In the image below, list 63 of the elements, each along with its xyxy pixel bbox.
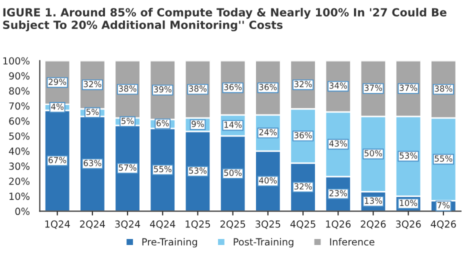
data-label: 24% (259, 129, 277, 136)
data-label: 57% (118, 164, 136, 171)
data-label: 39% (154, 86, 172, 92)
data-label: 55% (434, 155, 452, 162)
y-tick-label: 50% (9, 132, 30, 140)
data-label: 38% (189, 85, 207, 92)
data-label: 37% (364, 84, 382, 91)
y-tick-label: 40% (8, 147, 30, 155)
data-label: 36% (224, 84, 242, 90)
data-label: 7% (438, 202, 450, 208)
x-tick-label: 3Q26 (396, 220, 421, 229)
data-label: 43% (329, 140, 347, 147)
x-tick-label: 4Q25 (290, 220, 316, 229)
x-tick-label: 2Q24 (80, 220, 105, 229)
data-label: 9% (192, 120, 204, 128)
data-label: 37% (400, 84, 418, 91)
data-label: 32% (84, 80, 102, 88)
x-tick-label: 3Q25 (256, 220, 280, 229)
data-label: 53% (400, 152, 418, 159)
data-label: 50% (224, 170, 242, 176)
y-tick-label: 90% (9, 72, 30, 80)
x-tick-label: 2Q26 (360, 220, 386, 229)
x-tick-label: 1Q26 (326, 220, 351, 229)
data-label: 14% (224, 122, 242, 128)
x-tick-label: 3Q24 (115, 220, 140, 229)
y-tick-label: 80% (9, 87, 30, 95)
data-label: 36% (294, 132, 312, 138)
x-tick-label: 1Q25 (186, 220, 210, 229)
y-tick-label: 70% (9, 102, 30, 110)
data-label: 53% (189, 167, 207, 174)
data-label: 32% (294, 183, 312, 190)
data-label: 23% (329, 190, 347, 196)
x-tick-label: 4Q26 (430, 220, 456, 229)
data-label: 38% (434, 85, 452, 92)
data-label: 36% (259, 84, 277, 90)
y-tick-label: 0% (15, 208, 30, 216)
y-tick-label: 20% (9, 178, 30, 185)
y-tick-label: 60% (9, 117, 30, 125)
legend-label: Post-Training (234, 238, 294, 248)
legend-label: Pre-Training (142, 238, 197, 248)
data-label: 32% (294, 80, 312, 88)
x-tick-label: 1Q24 (45, 220, 70, 229)
data-label: 55% (154, 166, 172, 172)
data-label: 13% (364, 198, 382, 204)
y-tick-label: 30% (9, 162, 30, 170)
y-tick-label: 100% (3, 57, 30, 65)
data-label: 50% (364, 150, 382, 156)
data-label: 5% (122, 118, 134, 124)
x-tick-label: 2Q25 (220, 220, 246, 229)
data-label: 29% (48, 78, 66, 85)
data-label: 34% (330, 82, 347, 89)
x-tick-label: 4Q24 (150, 220, 176, 229)
data-label: 5% (86, 108, 99, 116)
data-label: 63% (84, 160, 102, 166)
data-label: 10% (400, 200, 418, 206)
data-label: 6% (156, 120, 169, 126)
data-label: 38% (118, 85, 136, 92)
legend-label: Inference (330, 238, 374, 246)
data-label: 40% (259, 177, 277, 184)
chart-title: IGURE 1. Around 85% of Compute Today & Nearly 100% In '27 Could Be Subject To 20% Additional Monitoring'' Costs (3, 8, 446, 32)
y-tick-label: 10% (10, 192, 30, 200)
data-label: 4% (51, 103, 64, 110)
data-label: 67% (48, 156, 66, 164)
